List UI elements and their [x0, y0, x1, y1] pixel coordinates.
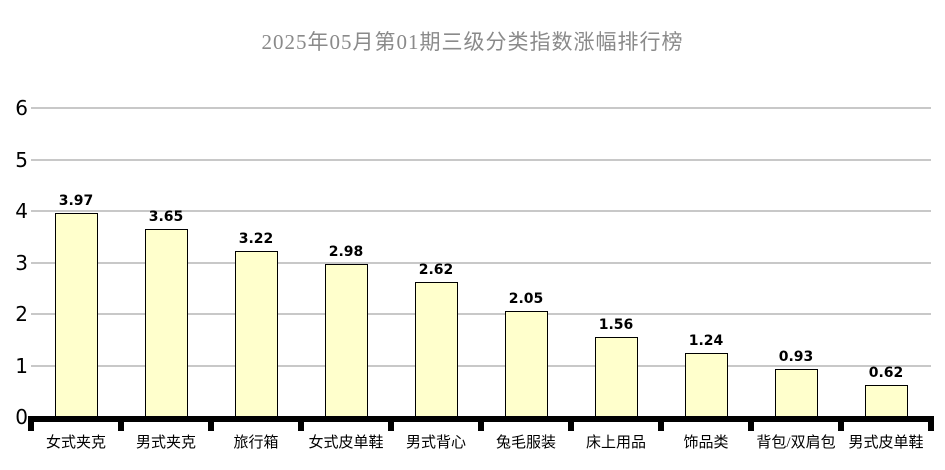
gridline — [31, 210, 931, 212]
gridline — [31, 364, 931, 367]
x-axis-label: 女式夹克 — [45, 435, 106, 451]
bar-value-label: 3.65 — [148, 209, 184, 226]
bar-value-label: 0.62 — [868, 365, 904, 382]
bar-value-label: 2.05 — [508, 291, 544, 308]
bar-value-label: 0.93 — [778, 349, 814, 366]
x-axis-label: 兔毛服装 — [495, 435, 556, 451]
x-axis-tick — [838, 416, 844, 431]
bar — [594, 336, 638, 417]
x-axis-label: 床上用品 — [585, 435, 646, 451]
bar — [324, 263, 368, 417]
gridline — [31, 261, 931, 264]
x-axis-tick — [118, 416, 124, 431]
y-axis-label: 4 — [15, 199, 28, 223]
bar-value-label: 2.62 — [418, 262, 454, 279]
bar-value-label: 1.24 — [688, 333, 724, 350]
gridline — [31, 313, 931, 315]
bar — [234, 251, 278, 417]
chart-title: 2025年05月第01期三级分类指数涨幅排行榜 — [261, 30, 684, 54]
bar — [54, 212, 98, 417]
x-axis-tick — [658, 416, 664, 431]
bar-value-label: 3.22 — [238, 231, 274, 248]
y-axis-label: 2 — [15, 302, 28, 326]
x-axis-tick — [928, 416, 934, 431]
x-axis-label: 男式皮单鞋 — [848, 435, 924, 451]
bar-value-label: 2.98 — [328, 243, 364, 260]
bar — [144, 229, 188, 417]
bar — [504, 311, 548, 417]
x-axis-label: 男式背心 — [405, 435, 466, 451]
x-axis-tick — [208, 416, 214, 431]
bar — [414, 282, 458, 417]
x-axis-label: 背包/双肩包 — [756, 435, 836, 451]
x-axis-tick — [568, 416, 574, 431]
bar-value-label: 1.56 — [598, 316, 634, 333]
bar — [684, 353, 728, 417]
x-axis-tick — [388, 416, 394, 431]
x-axis-label: 饰品类 — [683, 435, 729, 451]
x-axis-tick — [298, 416, 304, 431]
x-axis-label: 旅行箱 — [233, 435, 279, 451]
y-axis-label: 1 — [15, 353, 28, 378]
bar — [774, 369, 818, 417]
x-axis-tick — [28, 416, 34, 431]
bar-value-label: 3.97 — [58, 192, 94, 209]
y-axis-label: 6 — [15, 96, 28, 120]
gridline — [31, 107, 931, 109]
bar — [864, 385, 908, 417]
y-axis-label: 0 — [15, 405, 28, 429]
x-axis-label: 男式夹克 — [135, 435, 196, 451]
x-axis-tick — [478, 416, 484, 431]
x-axis-label: 女式皮单鞋 — [308, 435, 384, 451]
y-axis-label: 3 — [15, 250, 28, 275]
x-axis-tick — [748, 416, 754, 431]
y-axis-label: 5 — [15, 147, 28, 172]
gridline — [31, 158, 931, 161]
